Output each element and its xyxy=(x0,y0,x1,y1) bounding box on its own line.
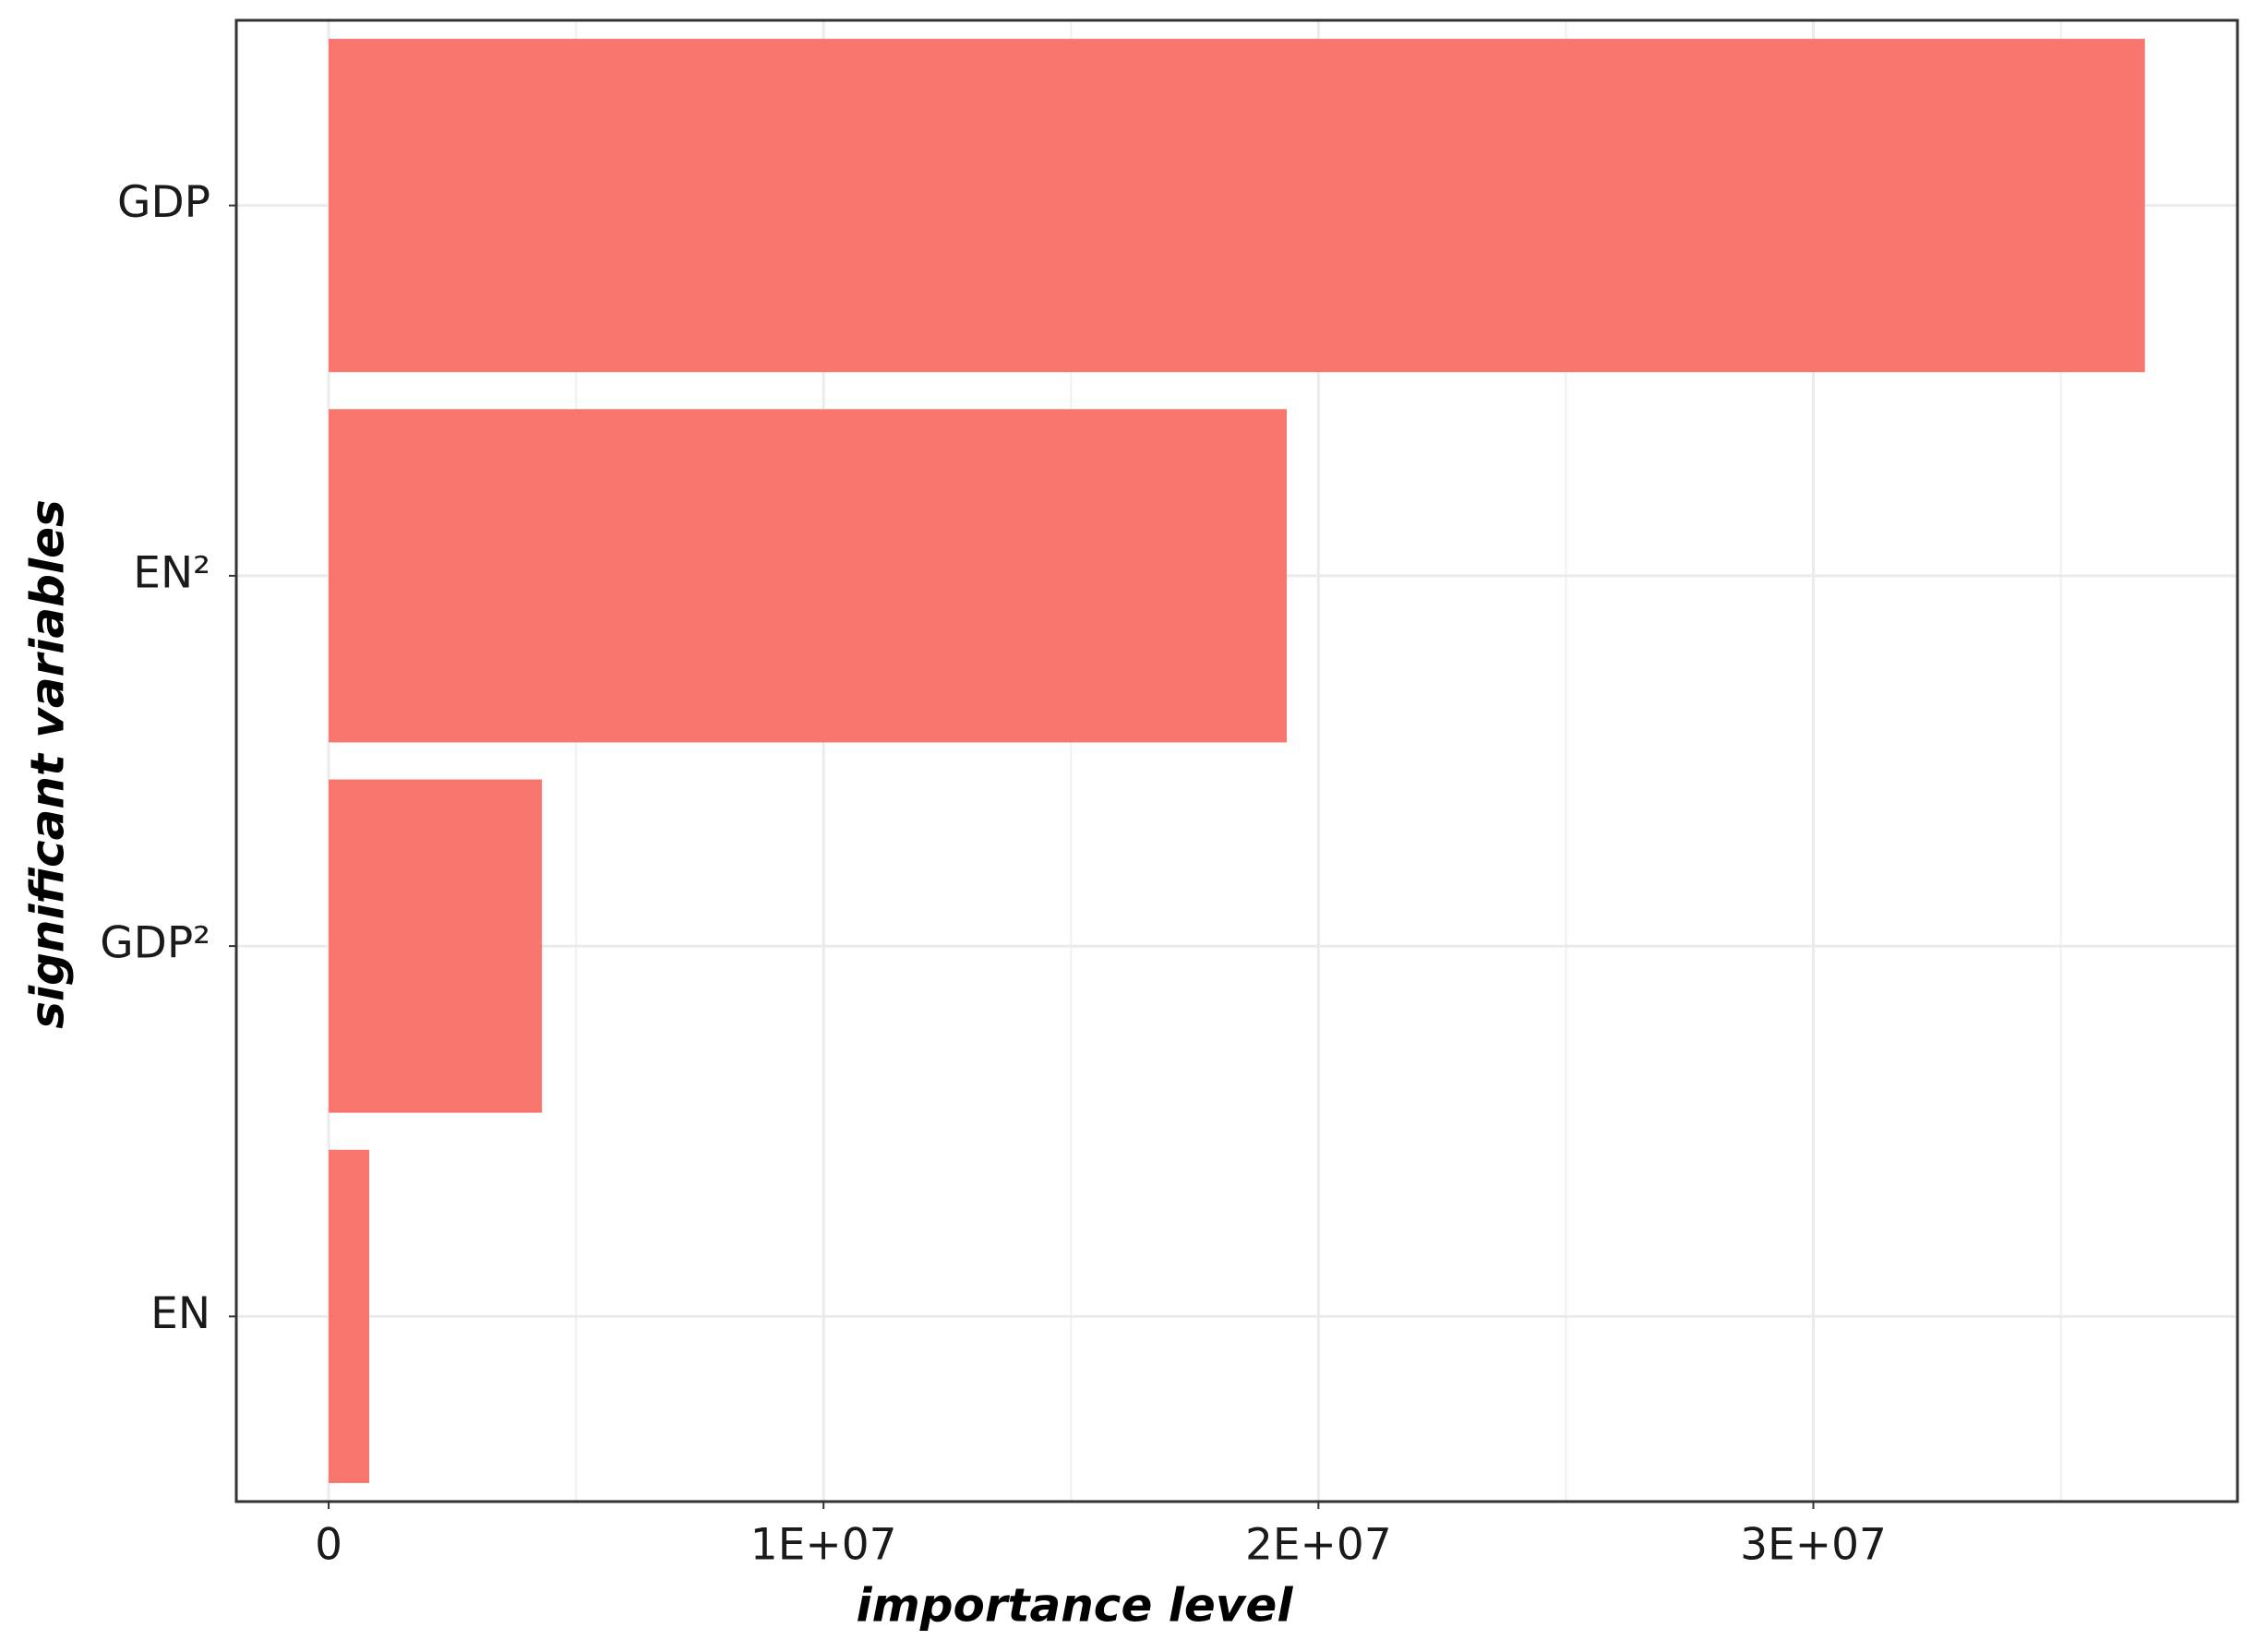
y-tick-label: EN² xyxy=(133,547,210,598)
bar xyxy=(329,1149,370,1483)
panel-border xyxy=(234,18,2239,1503)
y-tick-label: GDP² xyxy=(100,918,210,969)
x-tick-label: 0 xyxy=(315,1520,342,1571)
bar xyxy=(329,409,1288,743)
x-axis-title: importance level xyxy=(857,1579,1294,1633)
x-tick-label: 1E+07 xyxy=(750,1520,897,1571)
bar xyxy=(329,779,543,1113)
y-tick-label: EN xyxy=(150,1288,210,1339)
x-tick-label: 2E+07 xyxy=(1245,1520,1392,1571)
x-tick-label: 3E+07 xyxy=(1740,1520,1887,1571)
y-tick-label: GDP xyxy=(117,177,210,228)
y-axis-title: significant variables xyxy=(21,499,75,1029)
bar xyxy=(329,39,2145,373)
